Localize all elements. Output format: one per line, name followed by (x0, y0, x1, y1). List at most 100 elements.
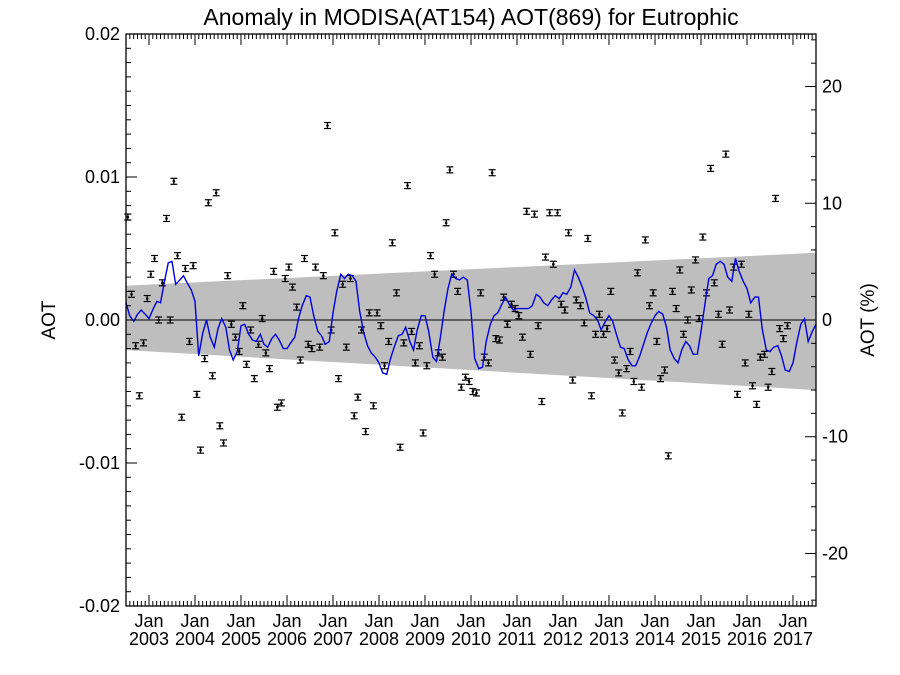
point-marker (398, 445, 402, 449)
point-marker (602, 333, 605, 336)
data-point (155, 316, 163, 324)
point-marker (199, 448, 202, 452)
data-point (580, 319, 588, 327)
point-marker (479, 291, 482, 295)
data-point (649, 289, 657, 297)
data-point (469, 387, 477, 396)
data-point (672, 304, 680, 313)
x-tick-year-label: 2012 (543, 629, 583, 649)
point-marker (268, 367, 271, 370)
data-point (484, 359, 492, 367)
data-point (266, 365, 274, 373)
point-marker (303, 257, 306, 260)
point-marker (230, 322, 233, 326)
data-point (676, 266, 684, 274)
data-point (281, 274, 289, 283)
y-axis-left: 0.02 0.01 0.00 -0.01 -0.02 (79, 24, 137, 616)
point-marker (747, 312, 751, 316)
chart-title: Anomaly in MODISA(AT154) AOT(869) for Eu… (203, 4, 738, 30)
data-point (438, 353, 446, 361)
point-marker (674, 307, 678, 310)
data-point (369, 402, 377, 410)
x-tick-year-label: 2010 (451, 629, 491, 649)
data-point (595, 310, 603, 318)
y2-tick-label: -20 (822, 543, 848, 563)
data-point (733, 390, 741, 398)
point-marker (333, 231, 337, 235)
data-point (607, 287, 615, 295)
point-marker (165, 217, 168, 220)
data-point (745, 310, 753, 318)
x-tick-month-label: Jan (410, 611, 439, 631)
point-marker (709, 167, 712, 170)
data-point (477, 289, 485, 297)
data-point (561, 306, 569, 314)
point-marker (237, 350, 241, 353)
data-point (147, 270, 155, 278)
point-marker (490, 171, 494, 175)
data-point (488, 169, 496, 177)
data-point (526, 350, 534, 358)
point-marker (157, 318, 160, 322)
point-marker (241, 304, 245, 308)
point-marker (364, 430, 367, 433)
point-marker (234, 335, 237, 339)
smoothed-anomaly-layer (125, 258, 817, 376)
data-point (174, 252, 182, 260)
point-marker (360, 328, 363, 332)
data-point (492, 334, 500, 343)
data-point (258, 314, 266, 323)
point-marker (663, 368, 666, 372)
point-marker (372, 404, 375, 408)
point-marker (651, 291, 655, 295)
x-tick-year-label: 2016 (727, 629, 767, 649)
y-tick-label: -0.01 (79, 453, 120, 473)
data-point (741, 359, 749, 367)
point-marker (222, 441, 225, 445)
data-point (419, 429, 427, 437)
point-marker (540, 400, 544, 403)
data-point (212, 189, 220, 197)
point-marker (755, 403, 758, 406)
data-point (496, 336, 504, 344)
data-point (446, 166, 454, 174)
data-point (411, 359, 419, 367)
x-tick-month-label: Jan (548, 611, 577, 631)
x-tick-year-label: 2008 (359, 629, 399, 649)
x-tick-month-label: Jan (778, 611, 807, 631)
data-point (373, 309, 381, 317)
y2-axis-title: AOT (%) (858, 283, 879, 357)
data-point (630, 377, 638, 386)
data-point (151, 254, 159, 263)
point-marker (184, 267, 187, 270)
point-marker (621, 411, 624, 415)
x-tick-year-label: 2017 (773, 629, 813, 649)
smoothed-anomaly-line (125, 258, 817, 376)
point-marker (506, 322, 509, 326)
data-point (427, 252, 435, 260)
data-point (423, 362, 431, 370)
data-point (473, 389, 481, 397)
point-marker (521, 335, 524, 339)
point-marker (682, 333, 685, 336)
data-point (687, 286, 695, 294)
data-point (350, 412, 358, 420)
point-marker (766, 385, 770, 389)
data-point (204, 199, 212, 207)
point-marker (310, 347, 314, 350)
point-marker (425, 364, 429, 368)
point-marker (345, 345, 348, 349)
data-point (396, 443, 404, 451)
data-point (500, 293, 508, 301)
data-point (178, 413, 186, 421)
data-point (239, 302, 247, 310)
point-marker (498, 338, 501, 342)
point-marker (475, 391, 478, 395)
x-tick-month-label: Jan (318, 611, 347, 631)
point-marker (280, 401, 283, 405)
data-point (319, 272, 327, 280)
point-marker (172, 179, 176, 183)
data-point (339, 280, 347, 288)
x-tick-year-label: 2007 (313, 629, 353, 649)
point-marker (291, 285, 294, 289)
